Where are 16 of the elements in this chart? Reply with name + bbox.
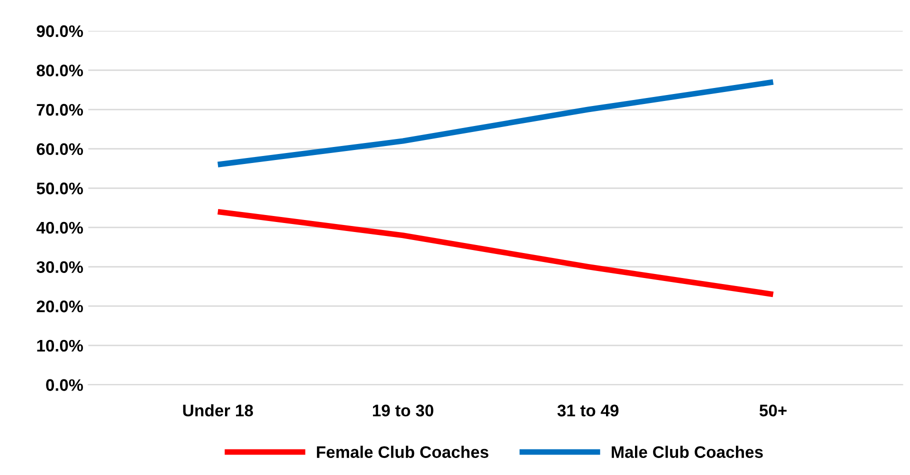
x-tick-label: Under 18 <box>183 404 253 416</box>
y-tick-label: 50.0% <box>36 182 83 194</box>
y-tick-label: 80.0% <box>36 64 83 76</box>
y-tick-label: 10.0% <box>37 340 83 352</box>
x-tick-label: 50+ <box>760 404 787 416</box>
x-tick-label: 19 to 30 <box>372 404 434 416</box>
y-tick-label: 20.0% <box>36 300 83 312</box>
y-tick-label: 30.0% <box>36 261 83 274</box>
y-tick-label: 40.0% <box>36 222 83 234</box>
x-tick-label: 31 to 49 <box>557 404 618 416</box>
y-tick-label: 70.0% <box>36 104 83 116</box>
y-tick-label: 0.0% <box>46 379 83 391</box>
legend-label: Male Club Coaches <box>612 446 763 458</box>
y-tick-label: 90.0% <box>36 25 83 38</box>
y-tick-label: 60.0% <box>36 143 83 156</box>
legend-label: Female Club Coaches <box>316 446 488 458</box>
